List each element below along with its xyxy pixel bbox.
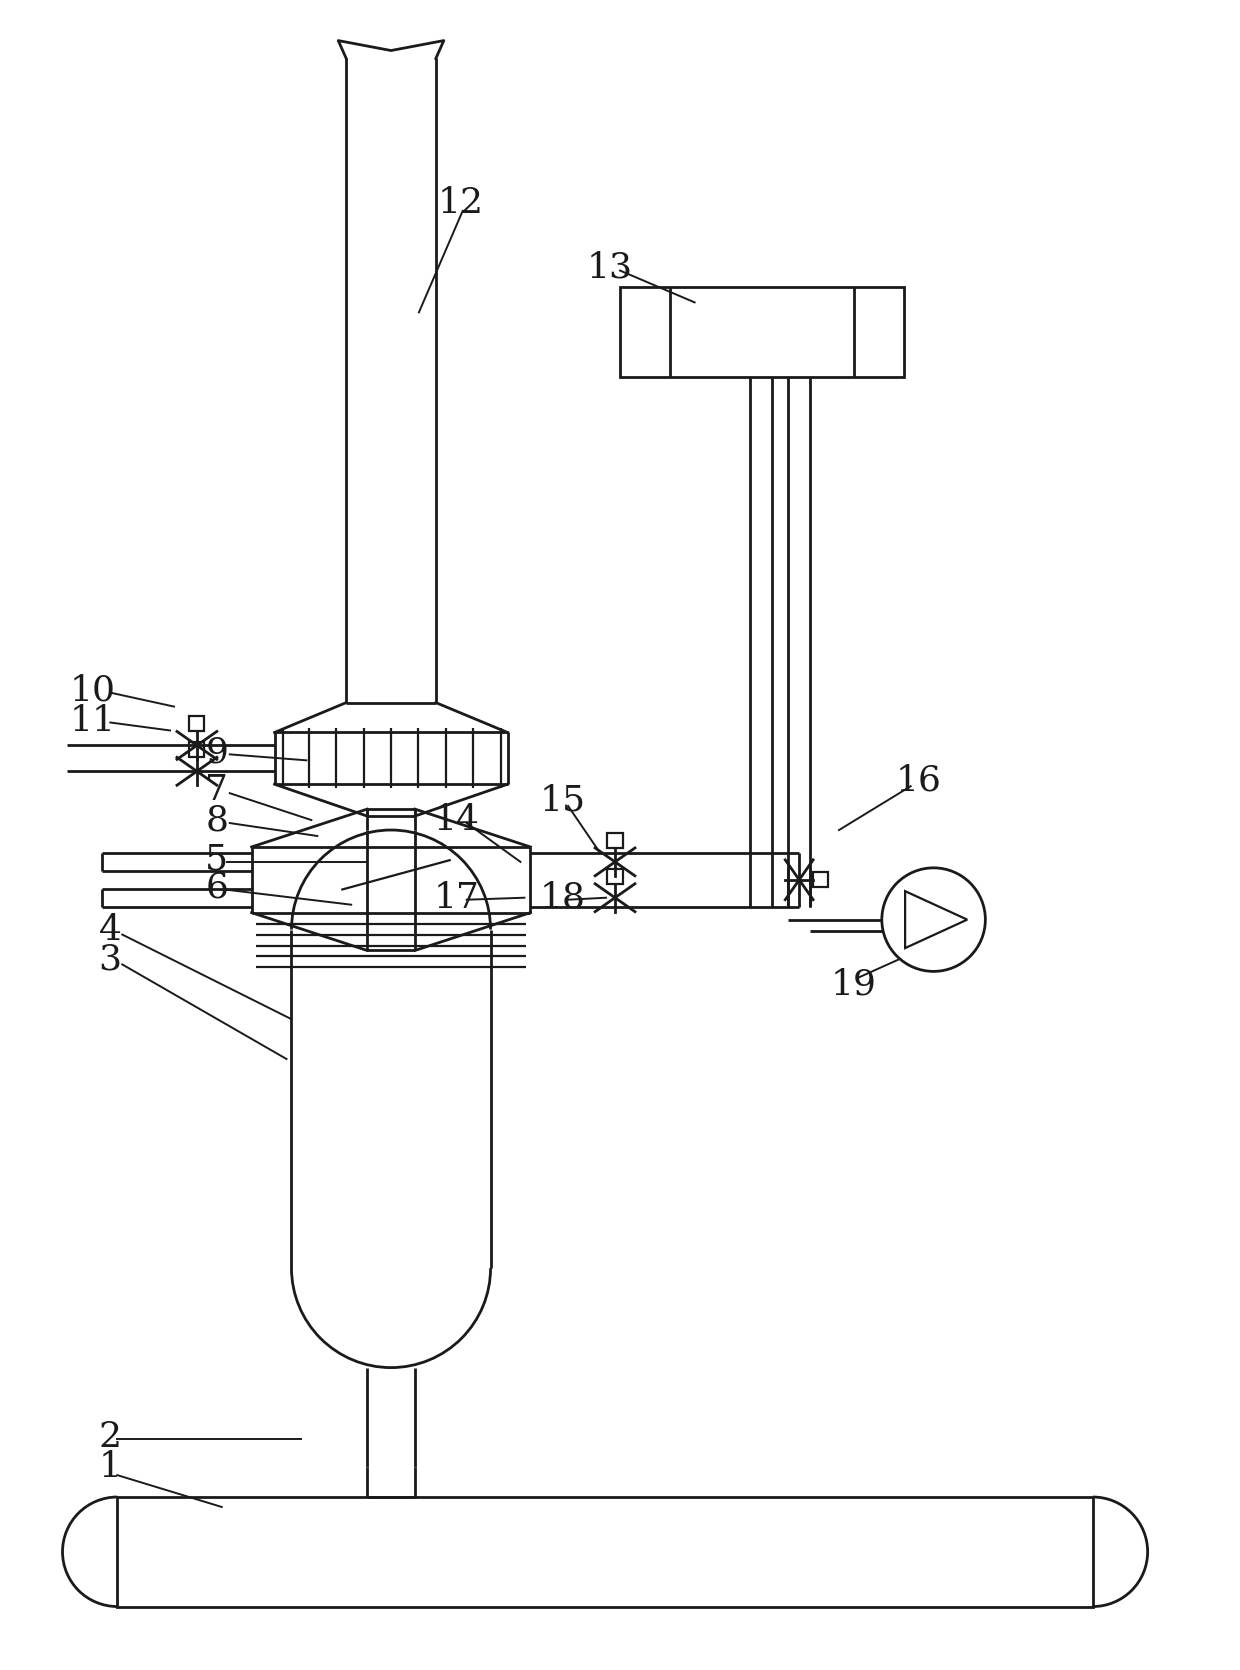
Text: 14: 14 [434,803,480,837]
Text: 9: 9 [206,735,228,770]
Text: 2: 2 [99,1420,122,1455]
Text: 6: 6 [206,870,228,905]
Text: 7: 7 [206,773,228,807]
Text: 8: 8 [206,803,228,837]
Text: 18: 18 [539,880,585,915]
Text: 11: 11 [69,703,115,738]
Text: 10: 10 [69,673,115,708]
Text: 13: 13 [587,250,634,284]
Bar [190,741,205,758]
Text: 16: 16 [895,763,941,797]
Text: 4: 4 [99,912,122,947]
Bar [190,716,205,731]
Text: 19: 19 [831,967,877,1002]
Bar [118,1496,1092,1607]
Bar [608,868,622,883]
Text: 15: 15 [539,783,585,817]
Bar [608,833,622,848]
Text: 3: 3 [99,942,122,977]
Text: 5: 5 [206,843,228,877]
Text: 1: 1 [99,1450,122,1485]
Text: 12: 12 [438,185,484,220]
Text: 17: 17 [434,880,480,915]
Bar [620,287,904,377]
Bar [813,872,828,887]
